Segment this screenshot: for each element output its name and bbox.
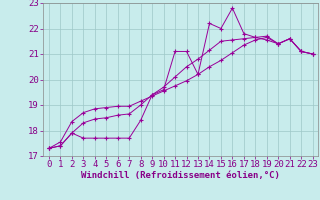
X-axis label: Windchill (Refroidissement éolien,°C): Windchill (Refroidissement éolien,°C) [81, 171, 280, 180]
